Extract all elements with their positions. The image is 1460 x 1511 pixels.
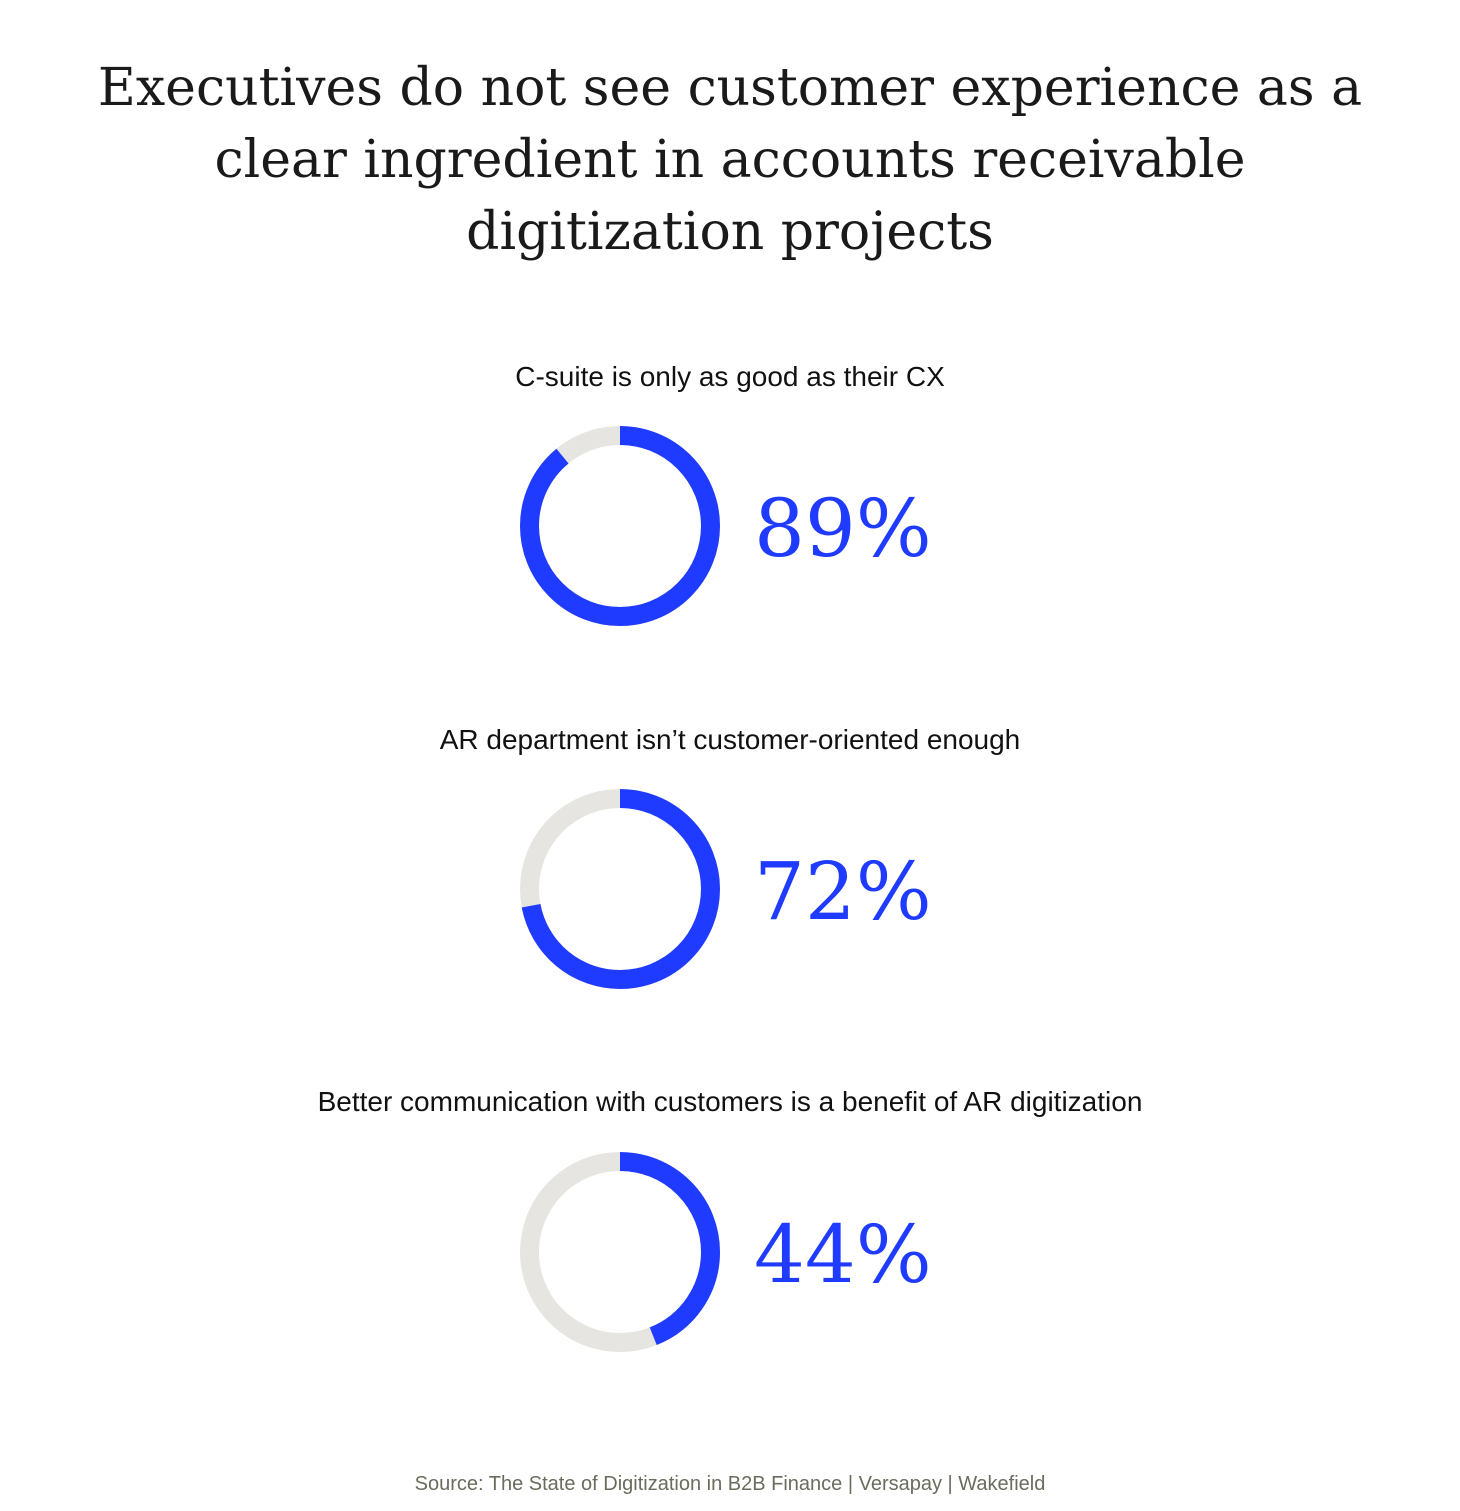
donut-value-arc xyxy=(520,1152,720,1352)
donut-value-arc xyxy=(520,789,720,989)
source-note: Source: The State of Digitization in B2B… xyxy=(414,1473,1046,1495)
value-label-better-communication: 44% xyxy=(754,1208,932,1301)
value-label-c-suite: 89% xyxy=(754,482,932,575)
value-label-ar-department: 72% xyxy=(754,845,932,938)
donut-c-suite xyxy=(520,426,720,626)
chart-title-line-2: clear ingredient in accounts receivable xyxy=(214,130,1246,190)
chart-title: Executives do not see customer experienc… xyxy=(0,52,1460,268)
chart-title-line-1: Executives do not see customer experienc… xyxy=(97,58,1363,118)
donut-ar-department xyxy=(520,789,720,989)
donut-value-arc xyxy=(520,426,720,626)
item-label-better-communication: Better communication with customers is a… xyxy=(317,1086,1143,1117)
item-label-ar-department: AR department isn’t customer-oriented en… xyxy=(439,724,1021,755)
item-label-c-suite: C-suite is only as good as their CX xyxy=(515,361,945,392)
chart-title-line-3: digitization projects xyxy=(466,202,994,262)
donut-better-communication xyxy=(520,1152,720,1352)
